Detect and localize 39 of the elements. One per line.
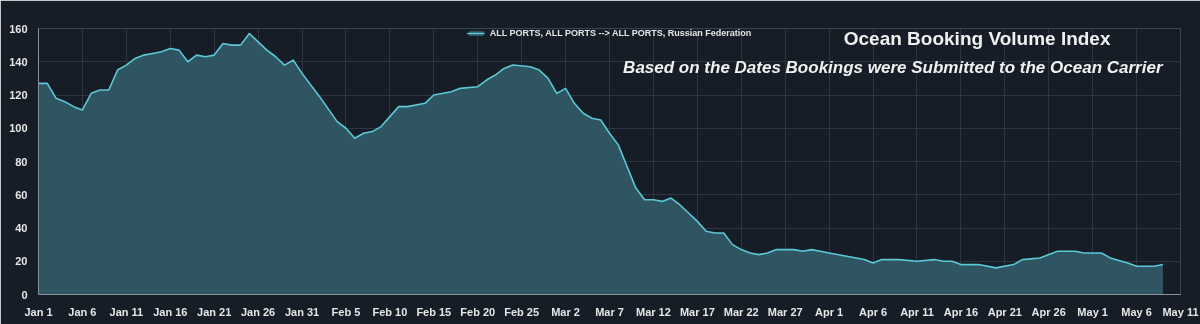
x-tick-label: Feb 5 [331, 305, 361, 318]
x-tick-label: Jan 11 [109, 305, 144, 318]
text: Based on the Dates Bookings were Submitted to the Ocean Carrier [623, 57, 1164, 77]
x-tick-label: Jan 31 [284, 305, 320, 318]
chart-title: Ocean Booking Volume Index [843, 27, 1111, 49]
y-tick-label: 80 [15, 155, 28, 168]
y-tick-label: 0 [21, 288, 28, 301]
x-tick-label: Feb 10 [372, 305, 408, 318]
y-tick-label: 160 [9, 22, 28, 35]
y-tick-label: 20 [15, 255, 28, 268]
x-tick-label: Mar 17 [679, 305, 715, 318]
legend-label: ALL PORTS, ALL PORTS --> ALL PORTS, Russian Federation [489, 28, 752, 38]
x-tick-label: Apr 11 [900, 305, 934, 318]
x-tick-label: Apr 6 [858, 305, 888, 318]
x-tick-label: Feb 15 [416, 305, 452, 318]
x-tick-label: Jan 26 [240, 305, 276, 318]
x-tick-label: May 1 [1077, 305, 1108, 318]
x-tick-label: Mar 2 [551, 305, 580, 318]
y-tick-label: 60 [15, 188, 28, 201]
x-tick-label: May 6 [1121, 305, 1152, 318]
y-tick-label: 40 [15, 222, 28, 234]
x-tick-label: Apr 16 [943, 305, 979, 318]
x-tick-label: Mar 27 [767, 305, 803, 318]
x-tick-label: Mar 22 [723, 305, 759, 318]
x-tick-label: Feb 20 [460, 305, 496, 318]
x-tick-label: Apr 26 [1031, 305, 1066, 318]
x-tick-label: Apr 1 [815, 305, 844, 318]
x-tick-label: May 11 [1162, 305, 1199, 318]
y-tick-label: 100 [9, 122, 28, 135]
x-tick-label: Jan 1 [24, 305, 53, 318]
y-tick-label: 120 [9, 89, 28, 101]
x-tick-label: Mar 12 [636, 305, 671, 318]
y-tick-label: 140 [9, 55, 28, 68]
x-tick-label: Mar 7 [595, 305, 624, 318]
x-tick-label: Jan 6 [68, 305, 97, 318]
x-tick-label: Jan 16 [153, 305, 188, 318]
x-tick-label: Apr 21 [987, 305, 1022, 318]
x-tick-label: Jan 21 [197, 305, 232, 318]
x-tick-label: Feb 25 [504, 305, 540, 318]
